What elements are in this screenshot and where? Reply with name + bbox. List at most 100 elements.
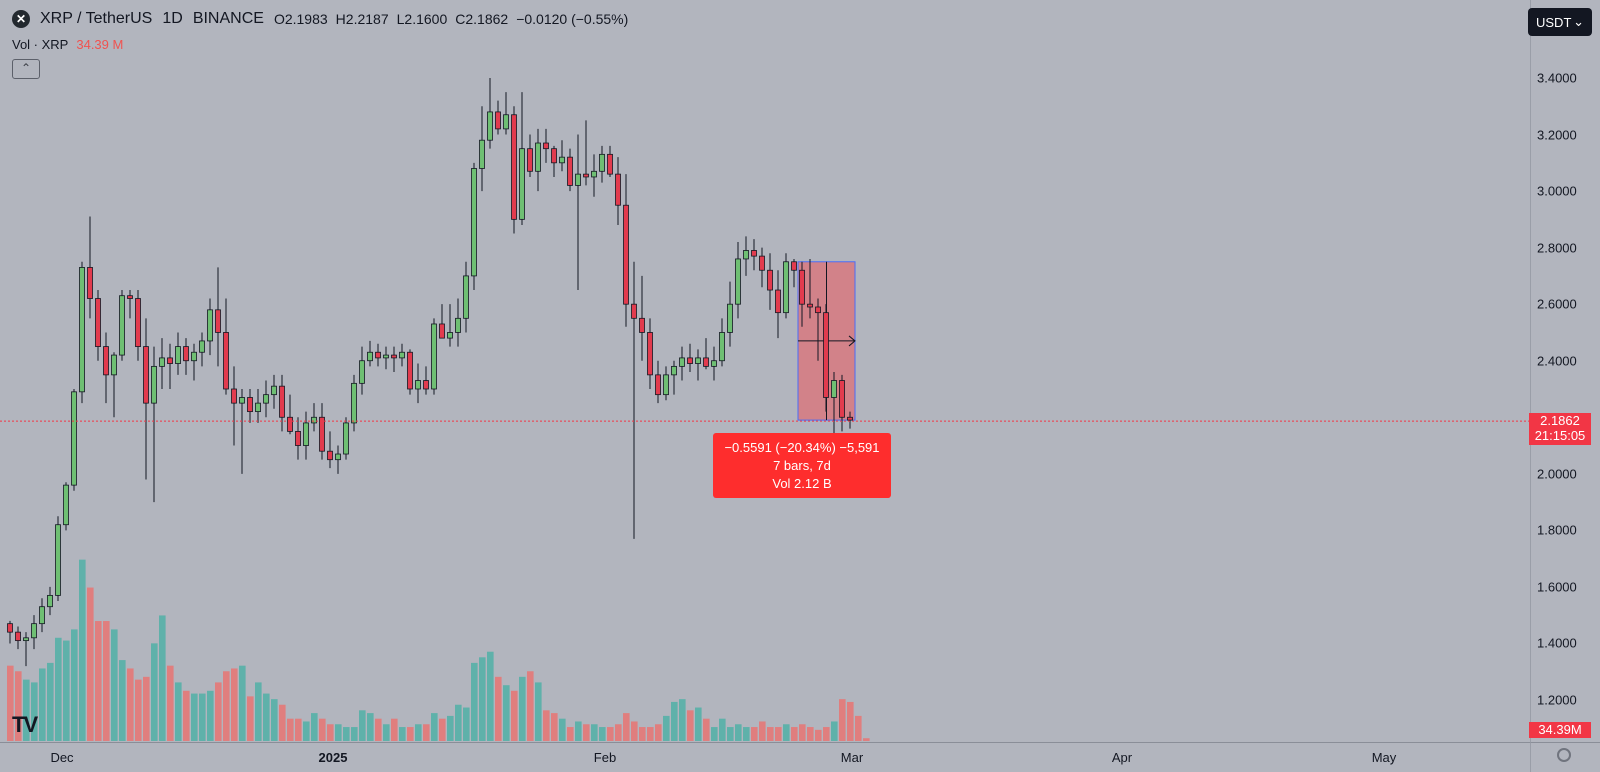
settings-icon[interactable]: [1557, 748, 1571, 762]
volume-bar: [391, 718, 398, 741]
volume-bar: [703, 718, 710, 741]
candle: [615, 173, 621, 206]
candle: [751, 250, 757, 257]
volume-bar: [855, 715, 862, 741]
candle: [815, 306, 821, 314]
candle: [103, 346, 109, 376]
candle: [7, 623, 13, 633]
volume-bar: [367, 713, 374, 741]
candle: [223, 332, 229, 390]
xrp-logo-icon: ✕: [12, 10, 30, 28]
candle: [383, 354, 389, 359]
candle: [295, 431, 301, 446]
candle: [95, 298, 101, 347]
price-axis[interactable]: 3.4000 3.2000 3.0000 2.8000 2.6000 2.4000 2.00…: [1530, 0, 1600, 742]
candle: [167, 357, 173, 364]
volume-bar: [47, 662, 54, 741]
volume-bar: [151, 643, 158, 741]
volume-bar: [215, 682, 222, 741]
candle: [847, 416, 853, 421]
candle: [735, 258, 741, 305]
close-value: C2.1862: [455, 11, 509, 27]
volume-bar: [751, 727, 758, 741]
volume-bar: [759, 721, 766, 741]
candle: [479, 139, 485, 169]
price-axis-label: 1.6000: [1537, 579, 1577, 595]
candle: [527, 148, 533, 172]
price-axis-label: 3.0000: [1537, 183, 1577, 199]
time-axis[interactable]: Dec 2025 Feb Mar Apr May: [0, 742, 1530, 772]
volume-bar: [743, 727, 750, 741]
last-price-value: 2.1862: [1540, 413, 1580, 428]
volume-bar: [511, 690, 518, 741]
candle: [487, 111, 493, 141]
volume-legend[interactable]: Vol · XRP 34.39 M: [12, 37, 123, 52]
candle: [687, 357, 693, 364]
volume-bar: [383, 724, 390, 741]
candle: [503, 114, 509, 130]
volume-bar: [639, 727, 646, 741]
volume-bar: [79, 559, 86, 741]
volume-bar: [823, 727, 830, 741]
candle: [431, 323, 437, 390]
volume-bar: [7, 665, 14, 741]
volume-bar: [207, 690, 214, 741]
candle: [399, 351, 405, 359]
candle: [783, 261, 789, 314]
candle: [535, 142, 541, 172]
volume-bar: [23, 679, 30, 741]
chevron-up-icon: ⌃: [20, 61, 32, 75]
measure-tooltip: −0.5591 (−20.34%) −5,591 7 bars, 7d Vol …: [713, 433, 891, 498]
volume-bar: [191, 693, 198, 741]
volume-bar: [799, 724, 806, 741]
volume-bar: [575, 721, 582, 741]
candle: [415, 380, 421, 390]
candle: [463, 275, 469, 319]
chart-area[interactable]: ✕ XRP / TetherUS 1D BINANCE O2.1983 H2.2…: [0, 0, 1530, 742]
tradingview-logo[interactable]: TV: [12, 712, 38, 737]
volume-bar: [359, 710, 366, 741]
candle: [447, 332, 453, 339]
candle: [559, 156, 565, 164]
candle: [215, 309, 221, 333]
time-axis-label: Dec: [50, 750, 74, 765]
collapse-legend-button[interactable]: ⌃: [12, 59, 40, 79]
interval-label[interactable]: 1D: [162, 10, 183, 27]
volume-bar: [119, 660, 126, 741]
volume-bar: [839, 699, 846, 741]
volume-bar: [559, 718, 566, 741]
volume-bar: [463, 707, 470, 741]
candle: [655, 374, 661, 396]
volume-bar: [599, 727, 606, 741]
candle: [135, 298, 141, 347]
candle: [119, 295, 125, 356]
symbol-name[interactable]: XRP / TetherUS: [40, 10, 153, 27]
candle: [391, 354, 397, 359]
volume-bar: [319, 718, 326, 741]
price-axis-label: 1.2000: [1537, 692, 1577, 708]
candle: [231, 388, 237, 404]
candle: [807, 303, 813, 308]
volume-bar: [455, 704, 462, 741]
volume-bar: [311, 713, 318, 741]
volume-bar: [415, 724, 422, 741]
candle: [823, 312, 829, 398]
candle: [367, 351, 373, 362]
candle: [23, 637, 29, 642]
change-value: −0.0120 (−0.55%): [516, 11, 629, 27]
candle: [263, 394, 269, 404]
volume-bar: [143, 676, 150, 741]
volume-bar: [615, 724, 622, 741]
volume-bar: [175, 682, 182, 741]
candle: [607, 153, 613, 175]
volume-bar: [327, 724, 334, 741]
candle: [831, 380, 837, 398]
volume-bar: [63, 640, 70, 741]
candlestick-chart[interactable]: [0, 0, 1530, 742]
volume-bar: [295, 718, 302, 741]
currency-dropdown[interactable]: USDT ⌄: [1528, 8, 1592, 36]
candle: [471, 168, 477, 277]
volume-bar: [663, 715, 670, 741]
volume-bar: [567, 727, 574, 741]
volume-bar: [255, 682, 262, 741]
